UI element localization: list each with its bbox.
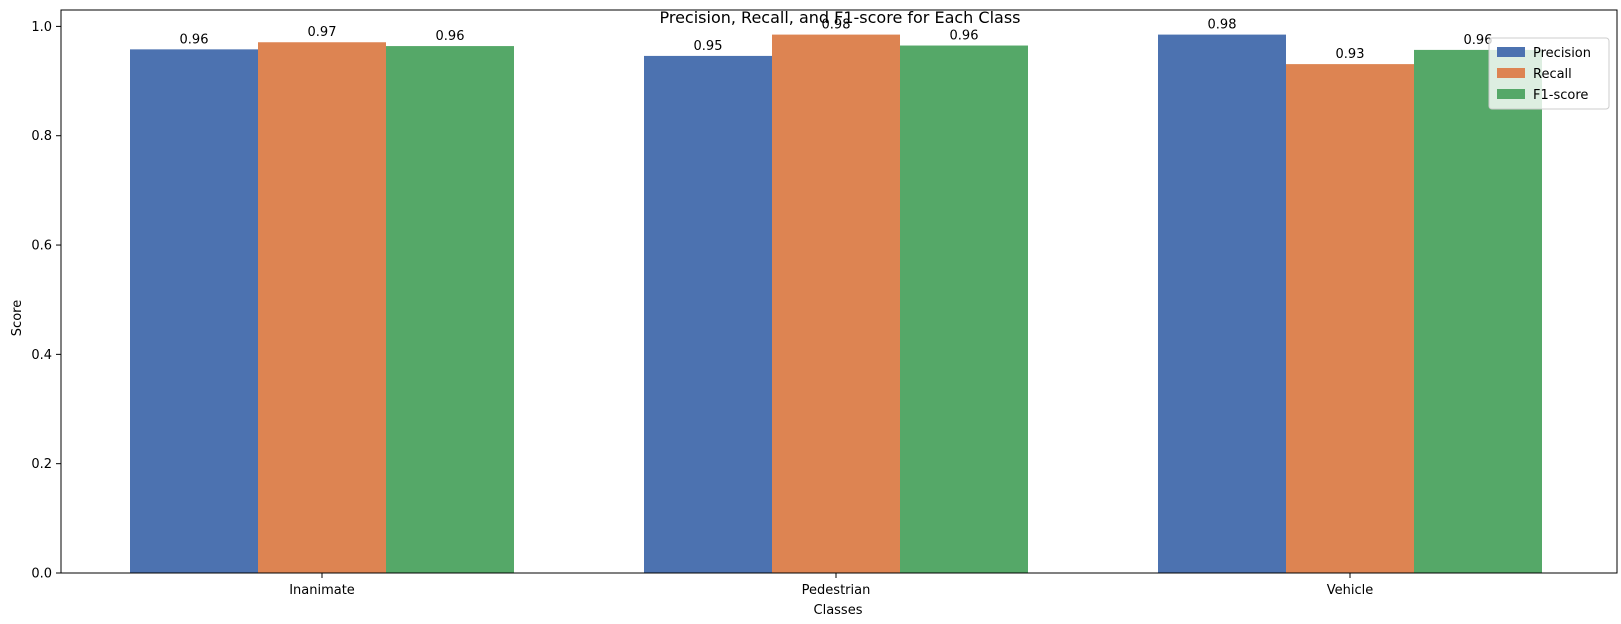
legend-swatch <box>1497 47 1525 57</box>
bar <box>644 55 772 574</box>
y-tick-label: 0.6 <box>31 239 52 254</box>
legend-swatch <box>1497 89 1525 99</box>
bar <box>1286 64 1414 574</box>
x-tick-label: Inanimate <box>289 583 355 598</box>
bar <box>130 49 258 573</box>
legend: Precision Recall F1-score <box>1488 37 1610 110</box>
y-tick-label: 0.8 <box>31 129 52 144</box>
legend-label: Recall <box>1533 67 1572 82</box>
bar <box>1414 49 1542 574</box>
legend-label: Precision <box>1533 46 1591 61</box>
bar-value-label: 0.96 <box>436 29 465 44</box>
bar-value-label: 0.93 <box>1336 47 1365 62</box>
bar-value-label: 0.96 <box>1464 33 1493 48</box>
bar-value-label: 0.98 <box>822 18 851 33</box>
bar <box>1158 34 1286 573</box>
legend-label: F1-score <box>1533 88 1588 103</box>
y-axis: 0.0 0.2 0.4 0.6 0.8 1.0 <box>31 20 61 582</box>
bar <box>900 45 1028 574</box>
chart-title: Precision, Recall, and F1-score for Each… <box>659 8 1020 27</box>
y-axis-label: Score <box>10 300 25 336</box>
plot-area: 0.96 0.97 0.96 0.95 0.98 0.96 0.98 0.93 0.96 <box>130 18 1542 574</box>
plot-frame <box>60 9 1618 574</box>
bar-value-label: 0.95 <box>694 39 723 54</box>
y-tick-label: 0.4 <box>31 348 52 363</box>
bar-value-label: 0.96 <box>180 32 209 47</box>
y-tick-label: 0.2 <box>31 457 52 472</box>
x-axis: Inanimate Pedestrian Vehicle <box>289 573 1373 598</box>
bar <box>772 34 900 573</box>
bar <box>258 42 386 574</box>
bar-value-label: 0.98 <box>1208 18 1237 33</box>
y-tick-label: 0.0 <box>31 567 52 582</box>
y-tick-label: 1.0 <box>31 20 52 35</box>
bar-value-label: 0.97 <box>308 25 337 40</box>
bar <box>386 46 514 573</box>
x-tick-label: Vehicle <box>1327 583 1374 598</box>
x-tick-label: Pedestrian <box>802 583 871 598</box>
legend-swatch <box>1497 68 1525 78</box>
bar-value-label: 0.96 <box>950 29 979 44</box>
x-axis-label: Classes <box>814 603 863 618</box>
